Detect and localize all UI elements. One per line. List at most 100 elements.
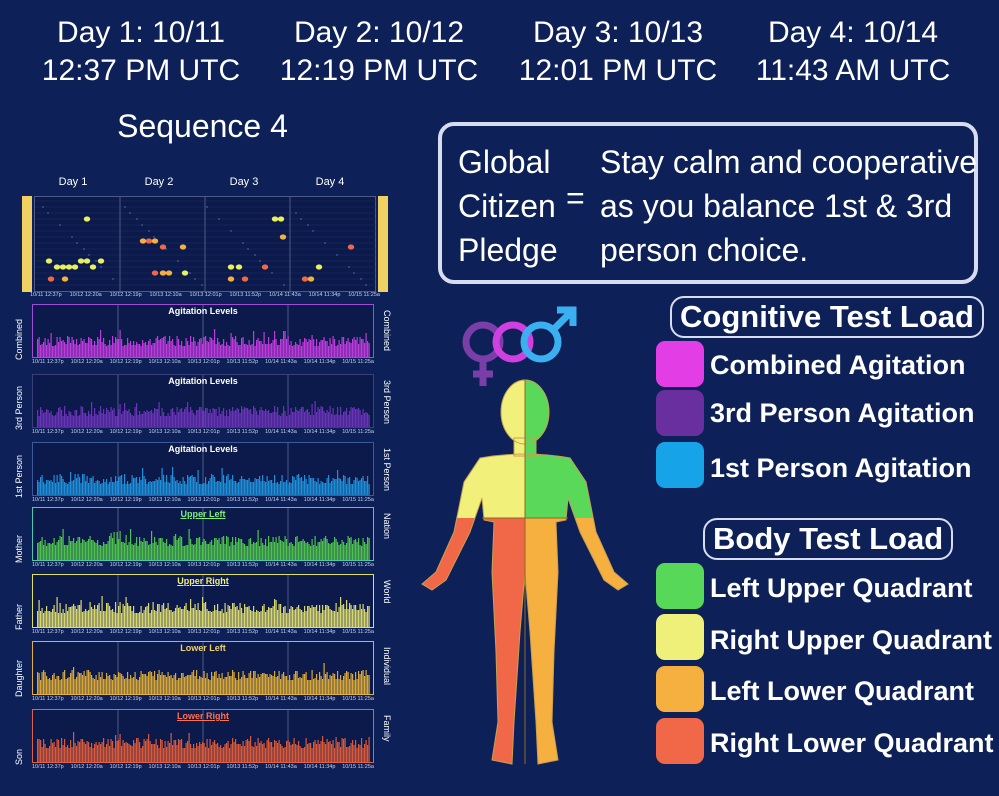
agitation-bar (148, 603, 150, 627)
agitation-bar (133, 545, 135, 560)
agitation-bar (88, 539, 90, 560)
choice-dot (301, 276, 309, 282)
agitation-bar (155, 338, 157, 357)
agitation-bar (317, 407, 319, 427)
agitation-bar (140, 606, 142, 627)
agitation-bar (113, 748, 115, 762)
agitation-bar (257, 338, 259, 357)
agitation-bar (287, 406, 289, 427)
agitation-bar (143, 411, 145, 427)
agitation-bar (121, 475, 123, 495)
agitation-bar (73, 667, 75, 694)
agitation-bar (352, 484, 354, 495)
choice-marker (242, 242, 244, 244)
choice-marker (95, 260, 97, 262)
agitation-bar (227, 474, 229, 495)
agitation-bar (349, 477, 351, 495)
agitation-bar (103, 479, 105, 495)
agitation-bar (218, 674, 220, 694)
agitation-bar (232, 537, 234, 560)
panel-tick: 10/11 12:37p (32, 429, 64, 435)
agitation-bar (338, 415, 340, 427)
agitation-bar (142, 340, 144, 357)
agitation-bar (118, 672, 120, 694)
agitation-bar (67, 611, 69, 627)
agitation-bar (227, 605, 229, 627)
agitation-bar (307, 542, 309, 560)
agitation-bar (281, 339, 283, 357)
agitation-bar (281, 674, 283, 694)
agitation-bar (298, 542, 300, 560)
agitation-bar (98, 603, 100, 627)
agitation-bar (113, 408, 115, 427)
agitation-bar (325, 744, 327, 762)
agitation-bar (304, 541, 306, 560)
agitation-bar (188, 345, 190, 357)
agitation-bar (196, 670, 198, 694)
agitation-bar (299, 339, 301, 357)
agitation-bar (317, 346, 319, 357)
agitation-bar (169, 483, 171, 495)
agitation-bar (260, 481, 262, 495)
agitation-bar (154, 537, 156, 560)
panel-right-label: Family (382, 715, 392, 742)
agitation-bar (163, 603, 165, 627)
panel-tick: 10/13 11:52p (226, 629, 259, 635)
agitation-bar (178, 739, 180, 762)
choice-dot (65, 264, 73, 270)
agitation-bar (197, 342, 199, 357)
agitation-bar (230, 542, 232, 560)
agitation-bar (46, 480, 48, 495)
agitation-bar (134, 345, 136, 357)
agitation-bar (220, 745, 222, 762)
agitation-bar (41, 672, 43, 694)
agitation-bar (68, 337, 70, 357)
choice-dot (235, 264, 243, 270)
agitation-bar (322, 605, 324, 627)
agitation-bar (220, 414, 222, 427)
agitation-bar (91, 607, 93, 627)
agitation-bar (305, 738, 307, 762)
agitation-bar (259, 546, 261, 560)
panel-bars-svg (37, 642, 370, 694)
agitation-bar (92, 678, 94, 694)
agitation-bar (208, 342, 210, 357)
agitation-bar (76, 478, 78, 495)
agitation-bar (337, 742, 339, 762)
pledge-equals: = (566, 180, 585, 216)
agitation-bar (202, 742, 204, 762)
agitation-bar (320, 406, 322, 427)
mini-day-label-4: Day 4 (315, 176, 345, 188)
choice-marker (300, 218, 302, 220)
panel-tick: 10/12 12:20a (70, 359, 103, 365)
agitation-bar (230, 333, 232, 357)
agitation-bar (145, 741, 147, 762)
agitation-bar (82, 675, 84, 694)
agitation-bar (182, 748, 184, 762)
choice-dot (159, 270, 167, 276)
agitation-bar (163, 412, 165, 427)
agitation-bar (55, 545, 57, 560)
agitation-bar (125, 742, 127, 762)
agitation-bar (103, 338, 105, 357)
agitation-bar (179, 536, 181, 560)
agitation-bar (298, 741, 300, 762)
choice-dot (83, 216, 91, 222)
agitation-bar (359, 545, 361, 560)
matrix-tick: 10/14 11:43a (269, 292, 301, 298)
agitation-bar (326, 478, 328, 495)
agitation-bar (251, 611, 253, 627)
agitation-bar (71, 415, 73, 427)
agitation-bar (209, 542, 211, 560)
panel-bars-svg (37, 305, 370, 357)
agitation-bar (106, 479, 108, 495)
agitation-bar (164, 609, 166, 627)
agitation-bar (202, 410, 204, 427)
agitation-bar (344, 609, 346, 627)
agitation-bar (343, 337, 345, 357)
day-3-label: Day 3: 10/13 (532, 16, 704, 49)
panel-title: Agitation Levels (168, 376, 238, 386)
agitation-bar (172, 546, 174, 560)
agitation-bar (127, 545, 129, 560)
agitation-bar (190, 407, 192, 427)
